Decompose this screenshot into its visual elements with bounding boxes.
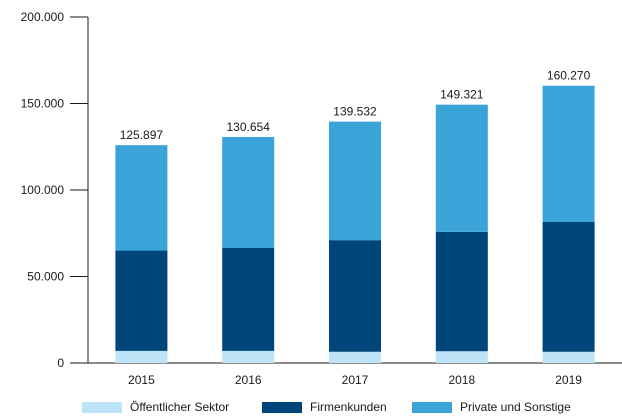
x-tick-label: 2017 bbox=[342, 373, 369, 387]
bar-segment-0 bbox=[222, 350, 275, 363]
legend-label-corporate-clients: Firmenkunden bbox=[310, 400, 387, 414]
bar-segment-1 bbox=[115, 250, 168, 351]
bar-total-label: 160.270 bbox=[547, 69, 591, 83]
bar-segment-1 bbox=[542, 222, 595, 352]
legend: Öffentlicher Sektor Firmenkunden Private… bbox=[0, 398, 622, 418]
bar-segment-2 bbox=[329, 121, 381, 241]
bar-segment-2 bbox=[435, 104, 488, 232]
y-tick-label: 100.000 bbox=[21, 183, 65, 197]
legend-item-private-other: Private und Sonstige bbox=[412, 400, 571, 414]
bar-segment-1 bbox=[222, 247, 275, 351]
bar-segment-0 bbox=[115, 350, 168, 363]
legend-label-private-other: Private und Sonstige bbox=[460, 400, 571, 414]
y-tick-label: 50.000 bbox=[27, 270, 64, 284]
legend-item-corporate-clients: Firmenkunden bbox=[262, 400, 387, 414]
bar-segment-0 bbox=[435, 351, 488, 363]
bar-segment-2 bbox=[222, 136, 275, 248]
bar-segment-2 bbox=[542, 85, 595, 223]
legend-swatch-private-other bbox=[412, 401, 452, 413]
legend-item-public-sector: Öffentlicher Sektor bbox=[82, 400, 229, 414]
x-tick-label: 2019 bbox=[555, 373, 582, 387]
bar-segment-1 bbox=[329, 240, 381, 352]
bar-segment-2 bbox=[115, 145, 168, 251]
legend-label-public-sector: Öffentlicher Sektor bbox=[130, 400, 230, 414]
bar-segment-1 bbox=[435, 231, 488, 352]
legend-swatch-public-sector bbox=[82, 401, 122, 413]
x-tick-label: 2018 bbox=[448, 373, 475, 387]
bar-segment-0 bbox=[542, 351, 595, 363]
bar-total-label: 130.654 bbox=[227, 120, 271, 134]
bar-segment-0 bbox=[329, 351, 381, 363]
legend-swatch-corporate-clients bbox=[262, 401, 302, 413]
bar-total-label: 125.897 bbox=[120, 128, 164, 142]
bar-total-label: 139.532 bbox=[333, 105, 377, 119]
y-tick-label: 200.000 bbox=[21, 10, 65, 24]
bar-total-label: 149.321 bbox=[440, 88, 484, 102]
y-tick-label: 0 bbox=[57, 356, 64, 370]
stacked-bar-chart: 0 50.000 100.000 150.000 200.000 125.897 2015 1… bbox=[21, 10, 622, 387]
x-tick-label: 2015 bbox=[128, 373, 155, 387]
x-tick-label: 2016 bbox=[235, 373, 262, 387]
y-tick-label: 150.000 bbox=[21, 97, 65, 111]
